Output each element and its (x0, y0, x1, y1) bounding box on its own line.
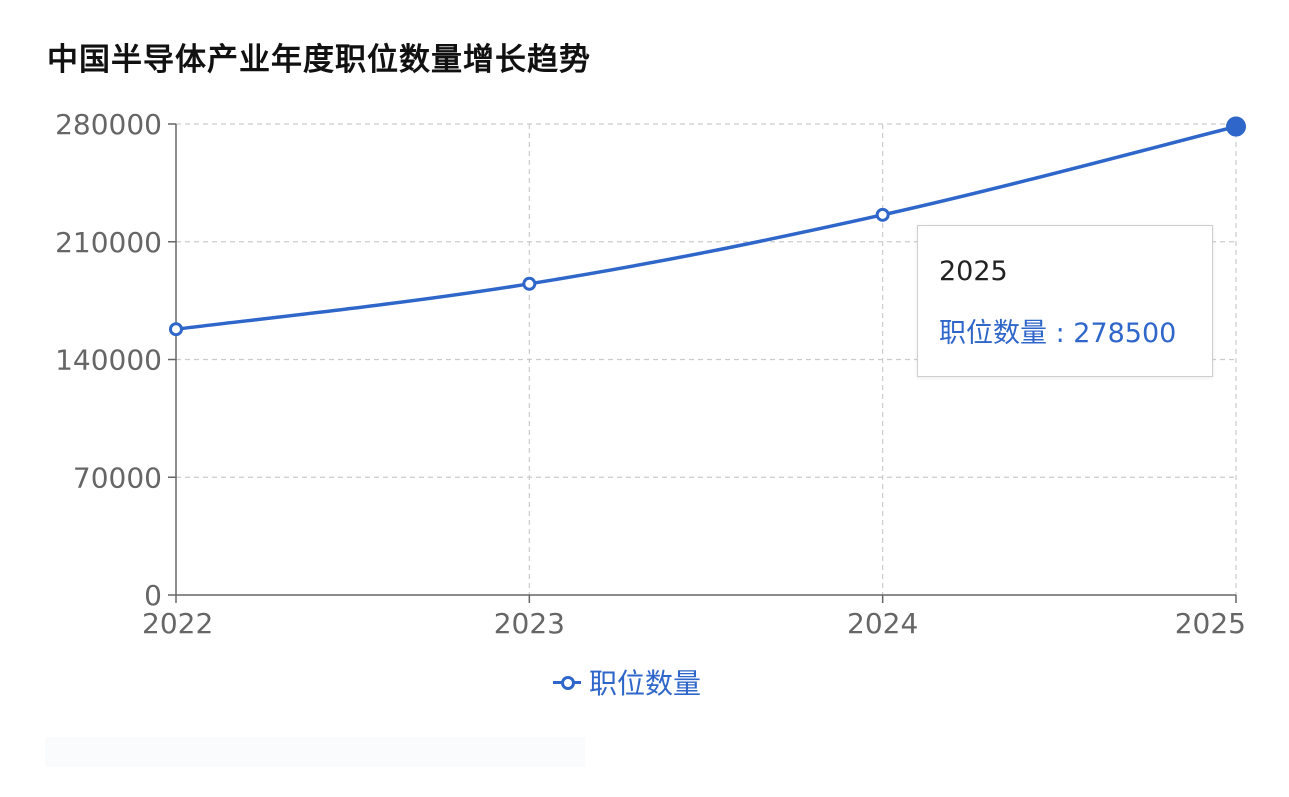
data-point (169, 322, 183, 337)
axis-layer: 0 70000 140000 210000 280000 2022 2023 2024 2025 (55, 108, 1246, 640)
legend[interactable]: 职位数量 (553, 662, 701, 702)
tooltip-x-value: 2025 (939, 256, 1008, 287)
y-tick-label: 70000 (73, 461, 162, 494)
footer-placeholder-bar (45, 737, 585, 767)
series-line (175, 124, 1237, 331)
tooltip-series-name: 职位数量 (939, 318, 1047, 349)
data-point-highlighted (1226, 116, 1246, 137)
point-layer (169, 116, 1246, 337)
y-tick-label: 280000 (55, 108, 162, 141)
tooltip: 2025 职位数量 : 278500 (917, 225, 1213, 377)
data-point (875, 207, 890, 222)
x-tick-label: 2023 (494, 607, 565, 640)
y-tick-label: 140000 (55, 344, 162, 377)
chart-title: 中国半导体产业年度职位数量增长趋势 (47, 42, 591, 78)
legend-label[interactable]: 职位数量 (589, 667, 702, 700)
x-tick-label: 2022 (142, 607, 213, 640)
y-tick-label: 210000 (55, 226, 162, 259)
y-tick-label: 0 (144, 579, 162, 612)
line-layer (175, 124, 1237, 331)
x-tick-label: 2024 (847, 607, 918, 640)
tooltip-value: 278500 (1073, 318, 1177, 349)
data-point (522, 276, 537, 291)
tooltip-series-row: 职位数量 : 278500 (939, 318, 1177, 349)
legend-line-marker-icon (553, 674, 581, 690)
x-tick-label: 2025 (1175, 607, 1246, 640)
